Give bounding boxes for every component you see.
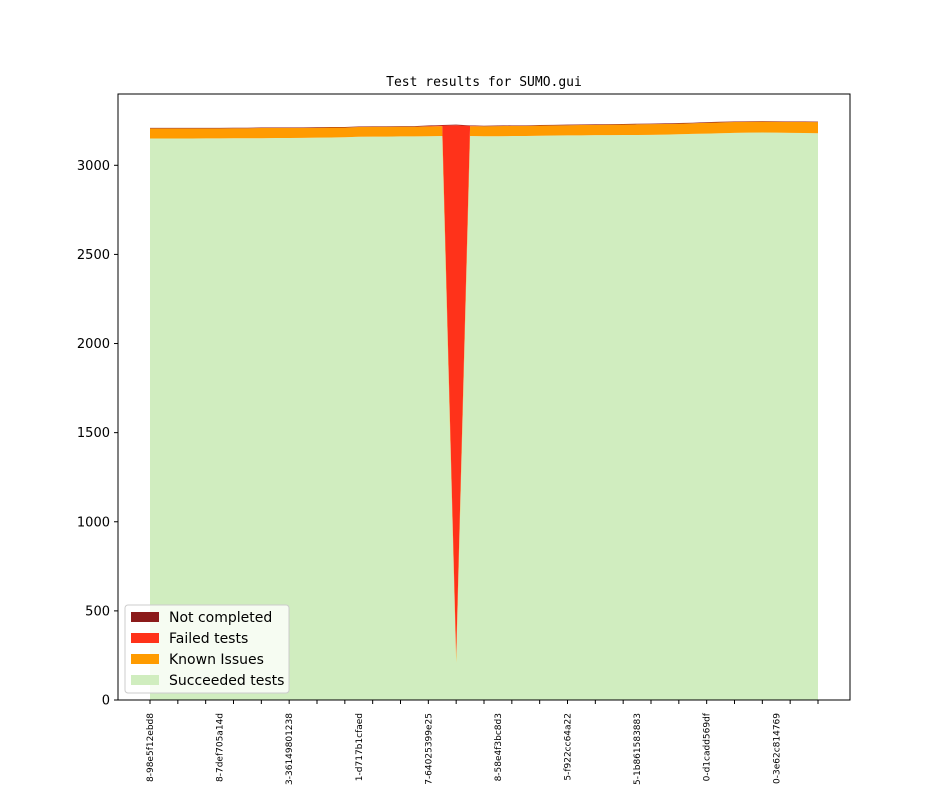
legend: Not completed Failed tests Known Issues Suc… — [124, 604, 290, 694]
legend-swatch — [131, 612, 159, 622]
legend-label: Not completed — [169, 610, 272, 626]
y-tick-label: 0 — [102, 694, 110, 709]
legend-box — [124, 604, 290, 694]
x-tick-label: 5-1b861583883 — [633, 713, 643, 785]
x-tick-label: 8-98e5f12ebd8 — [146, 713, 156, 782]
x-tick-label: 0-d1cadd569df — [703, 712, 713, 781]
y-tick-label: 1500 — [77, 426, 110, 441]
x-tick-label: 0-3e62c814769 — [772, 713, 782, 784]
legend-swatch — [131, 633, 159, 643]
series-areas — [150, 121, 818, 700]
legend-swatch — [131, 654, 159, 664]
y-tick-label: 3000 — [77, 159, 110, 174]
x-tick-label: 3-3614980123​8 — [285, 713, 295, 785]
x-tick-label: 8-7def705a14d — [216, 713, 226, 782]
x-tick-label: 8-58e4f3bc8d3 — [494, 713, 504, 781]
area-succeeded-tests — [150, 132, 818, 700]
y-tick-label: 2000 — [77, 337, 110, 352]
chart-title: Test results for SUMO.gui — [386, 75, 582, 90]
x-tick-label: 7-64025399e25 — [424, 713, 434, 785]
x-axis: 8-98e5f12ebd8 8-7def705a14d 3-3614980123​8… — [146, 700, 819, 785]
y-tick-label: 500 — [85, 604, 110, 619]
legend-swatch — [131, 675, 159, 685]
y-axis: 0 500 1000 1500 2000 2500 3000 — [77, 159, 118, 709]
legend-label: Known Issues — [169, 652, 264, 668]
legend-label: Failed tests — [169, 631, 248, 647]
y-tick-label: 2500 — [77, 248, 110, 263]
x-tick-label: 5-f922cc64a22 — [564, 713, 574, 781]
x-tick-label: 1-d717b1cfaed — [355, 713, 365, 781]
y-tick-label: 1000 — [77, 515, 110, 530]
legend-label: Succeeded tests — [169, 673, 284, 689]
